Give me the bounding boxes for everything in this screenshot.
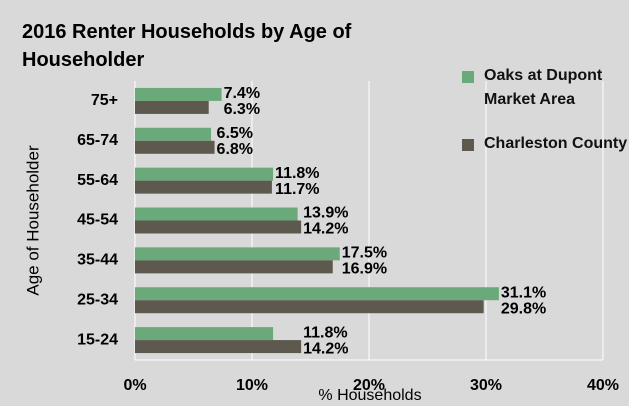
data-label: 29.8% xyxy=(501,300,546,317)
bar xyxy=(135,340,302,354)
bar xyxy=(135,180,272,194)
x-tick-label: 0% xyxy=(123,377,146,394)
x-tick-label: 40% xyxy=(587,377,619,394)
legend-item: Oaks at Dupont Market Area xyxy=(462,64,629,112)
data-label: 14.2% xyxy=(303,221,348,238)
data-label: 6.5% xyxy=(217,125,253,142)
data-label: 6.3% xyxy=(224,101,260,118)
data-label: 17.5% xyxy=(342,245,387,262)
bar xyxy=(135,287,499,301)
bar xyxy=(135,300,484,314)
y-tick-label: 55-64 xyxy=(77,172,118,189)
x-axis-title: % Households xyxy=(318,387,421,404)
y-tick-label: 15-24 xyxy=(77,331,118,348)
legend-label: Charleston County xyxy=(484,135,628,152)
bar xyxy=(135,207,298,221)
bar xyxy=(135,140,215,154)
y-tick-label: 65-74 xyxy=(77,132,118,149)
bar xyxy=(135,100,209,114)
y-tick-label: 45-54 xyxy=(77,212,118,229)
legend-swatch xyxy=(462,71,474,83)
bar xyxy=(135,167,274,181)
y-tick-label: 75+ xyxy=(91,92,118,109)
legend-label: Oaks at Dupont Market Area xyxy=(484,67,603,108)
data-label: 11.8% xyxy=(275,165,319,182)
y-tick-label: 35-44 xyxy=(77,252,118,269)
legend-item: Charleston County xyxy=(462,132,629,156)
y-tick-label: 25-34 xyxy=(77,291,118,308)
bar xyxy=(135,127,212,141)
y-axis-title: Age of Householder xyxy=(23,145,42,296)
data-label: 11.8% xyxy=(303,324,347,341)
x-tick-label: 30% xyxy=(470,377,502,394)
data-label: 14.2% xyxy=(303,340,348,357)
data-label: 11.7% xyxy=(275,181,319,198)
data-label: 13.9% xyxy=(303,205,348,222)
bar xyxy=(135,220,302,234)
data-label: 6.8% xyxy=(217,141,253,158)
bar xyxy=(135,260,333,274)
bar xyxy=(135,87,222,101)
data-label: 31.1% xyxy=(501,284,546,301)
data-label: 16.9% xyxy=(342,261,387,278)
x-tick-label: 20% xyxy=(353,377,385,394)
data-label: 7.4% xyxy=(224,85,260,102)
legend-swatch xyxy=(462,139,474,151)
x-tick-label: 10% xyxy=(236,377,268,394)
chart-title: 2016 Renter Households by Age of Househo… xyxy=(22,21,352,71)
bar xyxy=(135,327,274,341)
bar xyxy=(135,247,340,261)
